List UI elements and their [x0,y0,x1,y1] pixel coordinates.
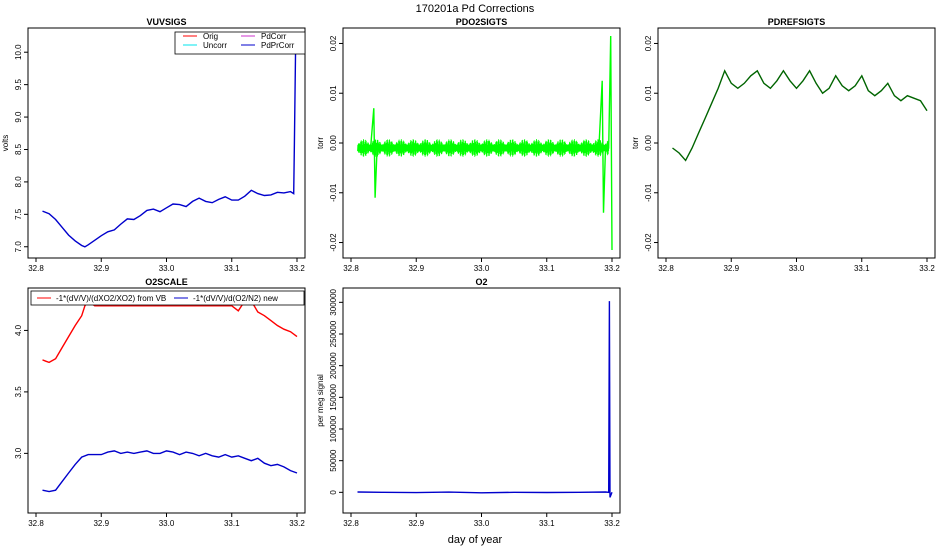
series-line--1-dv-v-d-o2-n2-new [42,450,298,493]
panel-pdrefsigts: PDREFSIGTS 32.8 32.9 33.0 33.1 33.2 -0.02 -0.01… [631,17,936,273]
x-tick-label: 33.0 [159,264,175,273]
legend-label: Orig [203,32,218,41]
panel-title-o2: O2 [475,277,487,287]
x-tick-label: 32.9 [93,519,109,528]
y-tick-label: 150000 [329,383,338,410]
x-tick-label: 33.0 [474,519,490,528]
panel-o2scale: O2SCALE 32.8 32.9 33.0 33.1 33.2 3.0 3.5 4.0 -1*(… [14,277,306,528]
panel-title-pdrefsigts: PDREFSIGTS [768,17,826,27]
x-tick-label: 33.2 [604,519,620,528]
series-line--1-dv-v-dxo2-xo2-from-vb [42,299,298,364]
x-tick-label: 33.0 [789,264,805,273]
series-line-pdrefsigts [672,69,928,162]
x-tick-label: 33.1 [539,264,555,273]
y-tick-label: 3.5 [14,386,23,398]
y-tick-label: 0.01 [644,85,653,101]
y-axis-label-pdo2sigts: torr [316,137,325,149]
x-tick-label: 33.0 [474,264,490,273]
x-tick-label: 32.9 [408,264,424,273]
x-tick-label: 32.8 [343,519,359,528]
figure-title: 170201a Pd Corrections [416,3,535,15]
y-axis-label-vuvsigs: volts [1,135,10,151]
y-tick-label: 3.0 [14,447,23,459]
panel-title-o2scale: O2SCALE [145,277,188,287]
y-tick-label: -0.02 [644,233,653,252]
plot-frame-o2 [342,287,621,514]
panel-o2: O2 32.8 32.9 33.0 33.1 33.2 0 50000 100000 150000… [316,277,621,528]
x-tick-label: 33.1 [539,519,555,528]
y-tick-label: 250000 [329,320,338,347]
plot-frame-pdrefsigts [657,27,936,259]
panel-vuvsigs: VUVSIGS 32.8 32.9 33.0 33.1 33.2 7.0 7.5 8.0 8.5 9… [1,17,306,273]
y-tick-label: 0.02 [644,35,653,51]
y-tick-label: 0.01 [329,85,338,101]
legend-label: PdPrCorr [261,41,295,50]
y-tick-label: 7.5 [14,208,23,220]
y-tick-label: 100000 [329,415,338,442]
y-tick-label: -0.02 [329,233,338,252]
y-tick-label: 8.5 [14,143,23,155]
y-tick-label: -0.01 [644,183,653,202]
y-tick-label: -0.01 [329,183,338,202]
x-tick-label: 33.1 [224,264,240,273]
legend-box [174,31,306,55]
x-tick-label: 32.8 [28,264,44,273]
x-tick-label: 32.9 [93,264,109,273]
series-line-pdprcorr [42,39,297,248]
y-tick-label: 200000 [329,352,338,379]
series-line-o2 [357,301,613,498]
y-tick-label: 0.02 [329,35,338,51]
x-tick-label: 32.8 [658,264,674,273]
plot-frame-o2scale [27,287,306,514]
y-tick-label: 9.5 [14,79,23,91]
x-tick-label: 33.1 [854,264,870,273]
x-tick-label: 33.0 [159,519,175,528]
series-band-pdo2sigts [357,138,610,157]
y-tick-label: 4.0 [14,324,23,336]
legend-label: Uncorr [203,41,227,50]
y-tick-label: 8.0 [14,176,23,188]
x-tick-label: 33.1 [224,519,240,528]
panel-title-vuvsigs: VUVSIGS [146,17,186,27]
x-tick-label: 33.2 [289,519,305,528]
x-tick-label: 32.9 [408,519,424,528]
x-tick-label: 33.2 [919,264,935,273]
x-tick-label: 32.8 [28,519,44,528]
y-axis-label-pdrefsigts: torr [631,137,640,149]
x-tick-label: 33.2 [289,264,305,273]
y-tick-label: 300000 [329,288,338,315]
panel-pdo2sigts: PDO2SIGTS 32.8 32.9 33.0 33.1 33.2 -0.02 -0.01 0… [316,17,621,273]
x-tick-label: 32.9 [723,264,739,273]
legend-o2scale: -1*(dV/V)/(dXO2/XO2) from VB -1*(dV/V)/d(… [30,290,305,306]
y-tick-label: 10.0 [14,44,23,60]
legend-label: PdCorr [261,32,287,41]
plot-frame-vuvsigs [27,27,306,259]
y-tick-label: 0.00 [644,135,653,151]
y-tick-label: 0 [329,490,338,495]
series-line-pdo2sigts [357,35,613,251]
y-tick-label: 50000 [329,449,338,472]
legend-box [30,290,305,306]
y-tick-label: 7.0 [14,241,23,253]
x-tick-label: 32.8 [343,264,359,273]
x-tick-label: 33.2 [604,264,620,273]
y-tick-label: 0.00 [329,135,338,151]
y-axis-label-o2: per meg signal [316,374,325,427]
y-tick-label: 9.0 [14,111,23,123]
legend-label: -1*(dV/V)/(dXO2/XO2) from VB [56,294,166,303]
figure-xlabel: day of year [448,534,503,546]
panel-title-pdo2sigts: PDO2SIGTS [456,17,508,27]
legend-label: -1*(dV/V)/d(O2/N2) new [193,294,278,303]
